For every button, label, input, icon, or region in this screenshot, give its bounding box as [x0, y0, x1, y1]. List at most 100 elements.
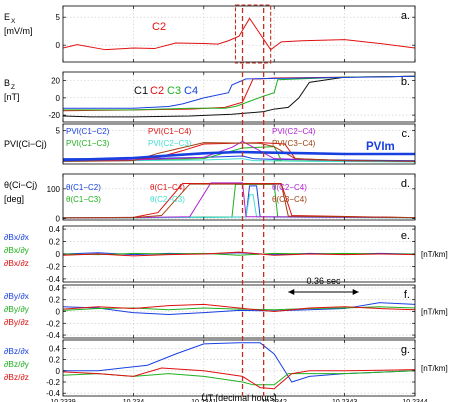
series-line-PVIm: [63, 150, 415, 162]
series-line-C3: [63, 75, 415, 111]
legend-entry: PVI(C1−C2): [66, 127, 110, 136]
panel-letter: a.: [401, 10, 410, 22]
legend-entry: θ(C3−C4): [272, 195, 307, 204]
y-axis-label: ∂By/∂z: [4, 317, 29, 327]
legend-entry: θ(C1−C3): [66, 195, 101, 204]
series-line-∂By/∂x: [63, 302, 415, 315]
y-tick-label: 0: [56, 94, 61, 103]
y-axis-label: ∂Bz/∂x: [4, 346, 30, 356]
y-axis-label-subscript: X: [11, 18, 16, 25]
legend-entry: C4: [184, 85, 198, 97]
y-tick-label: 0: [56, 250, 61, 259]
panel-letter: g.: [401, 344, 410, 356]
y-tick-label: 0: [56, 367, 61, 376]
y-tick-label: 0.4: [49, 344, 61, 353]
legend-entry: θ(C2−C3): [150, 195, 185, 204]
legend-entry: PVI(C1−C3): [66, 139, 110, 148]
y-tick-label: 0.2: [49, 356, 61, 365]
y-axis-label: [deg]: [4, 194, 24, 204]
panel-7: 0.4 0.2 0 -0.2 -0.4 g. ∂Bz/∂x ∂Bz/∂y ∂Bz/∂z [nT/k…: [4, 339, 448, 398]
y-axis-label: [mV/m]: [4, 26, 33, 36]
series-line-∂Bz/∂y: [63, 370, 415, 386]
legend-entry: C1: [134, 85, 148, 97]
panel-letter: d.: [401, 178, 410, 190]
y-tick-label: 5: [56, 13, 61, 22]
panel-2: -20 0 20 b. B [nT]Z: [4, 71, 416, 123]
y-tick-label: 0: [56, 215, 61, 224]
x-tick-label: 10.2344: [402, 399, 427, 402]
y-tick-label: 20: [51, 77, 60, 86]
y-axis-label: [nT]: [4, 92, 20, 102]
panel-4: 0 100 d. θ(Ci−Cj) [deg]: [4, 173, 416, 224]
x-tick-label: 10.2341: [191, 399, 216, 402]
unit-label: [nT/km]: [421, 250, 448, 259]
y-tick-label: -0.2: [46, 262, 60, 271]
legend-entry: PVI(C2−C3): [148, 139, 192, 148]
legend-entry: C3: [167, 85, 181, 97]
series-line-∂Bz/∂x: [63, 342, 415, 383]
panel-5: 0.4 0.2 0 -0.2 -0.4 e. ∂Bx/∂x ∂Bx/∂y ∂Bx/∂z [nT/k…: [4, 225, 448, 284]
panel-letter: b.: [401, 76, 410, 88]
panel-6: 0.4 0.2 0 -0.2 -0.4 f. ∂By/∂x ∂By/∂y ∂By/∂z [nT/k…: [4, 284, 448, 340]
series-line-θ(C1−C3): [63, 183, 415, 219]
y-axis-label-subscript: Z: [11, 84, 15, 91]
panel-1: 0 5 a. E [mV/m]X: [4, 5, 416, 63]
arrow-head-right: [352, 289, 359, 295]
legend-entry: PVI(C1−C4): [148, 127, 192, 136]
y-axis-label: ∂By/∂x: [4, 291, 30, 301]
y-tick-label: -0.4: [46, 331, 60, 340]
legend-entry: PVI(C2−C4): [272, 127, 316, 136]
y-axis-label: E: [4, 12, 10, 22]
y-axis-label: B: [4, 78, 10, 88]
y-axis-label: PVI(Ci−Cj): [4, 139, 47, 149]
y-axis-label: ∂Bz/∂z: [4, 372, 29, 382]
panel-frame: [62, 123, 416, 165]
series-line-∂Bz/∂z: [63, 367, 415, 390]
y-axis-label: ∂Bx/∂y: [4, 245, 30, 255]
x-tick-label: 10.2339: [50, 399, 75, 402]
series-line-∂By/∂z: [63, 303, 415, 313]
unit-label: [nT/km]: [421, 364, 448, 373]
panel-frame: [62, 173, 416, 221]
series-line-θ(C1−C2): [63, 185, 415, 219]
x-tick-label: 10.234: [123, 399, 145, 402]
series-line-∂Bx/∂y: [63, 252, 415, 256]
panel-frame: [62, 5, 416, 63]
annotation-c2: C2: [152, 21, 166, 33]
y-axis-label: ∂Bz/∂y: [4, 359, 30, 369]
legend-entry: θ(C1−C4): [150, 183, 185, 192]
duration-label: 0.36 sec: [306, 276, 341, 286]
unit-label: [nT/km]: [421, 308, 448, 317]
x-axis-label: UT [decimal hours]: [201, 393, 276, 402]
y-tick-label: 0.4: [49, 284, 61, 293]
panel-frame: [62, 339, 416, 397]
event-highlight-box: [234, 4, 272, 64]
y-axis-label: ∂By/∂y: [4, 304, 30, 314]
panel-3: 5 c. PVI(Ci−Cj): [4, 123, 416, 165]
y-tick-label: 5: [56, 127, 61, 136]
y-tick-label: 0.2: [49, 238, 61, 247]
y-tick-label: -0.2: [46, 378, 60, 387]
y-tick-label: 0.4: [49, 225, 61, 234]
y-tick-label: -0.4: [46, 389, 60, 398]
series-line-θ(C2−C4): [63, 182, 415, 219]
y-tick-label: -20: [48, 111, 60, 120]
y-tick-label: 0: [56, 308, 61, 317]
series-line-θ(C2−C3): [63, 194, 415, 219]
panel-letter: f.: [404, 289, 410, 301]
series-line-∂Bx/∂z: [63, 251, 415, 257]
x-tick-label: 10.2343: [332, 399, 357, 402]
panel-letter: c.: [401, 128, 410, 140]
legend-entry: θ(C1−C2): [66, 183, 101, 192]
legend-entry: θ(C2−C4): [272, 183, 307, 192]
y-tick-label: -0.4: [46, 275, 60, 284]
y-tick-label: 100: [47, 185, 61, 194]
series-line-θ(C3−C4): [63, 183, 415, 219]
y-tick-label: -0.2: [46, 319, 60, 328]
arrow-head-left: [288, 289, 295, 295]
panel-letter: e.: [401, 230, 410, 242]
series-line-C1: [63, 75, 415, 118]
x-tick-label: 10.2342: [262, 399, 287, 402]
y-axis-label: ∂Bx/∂z: [4, 258, 29, 268]
